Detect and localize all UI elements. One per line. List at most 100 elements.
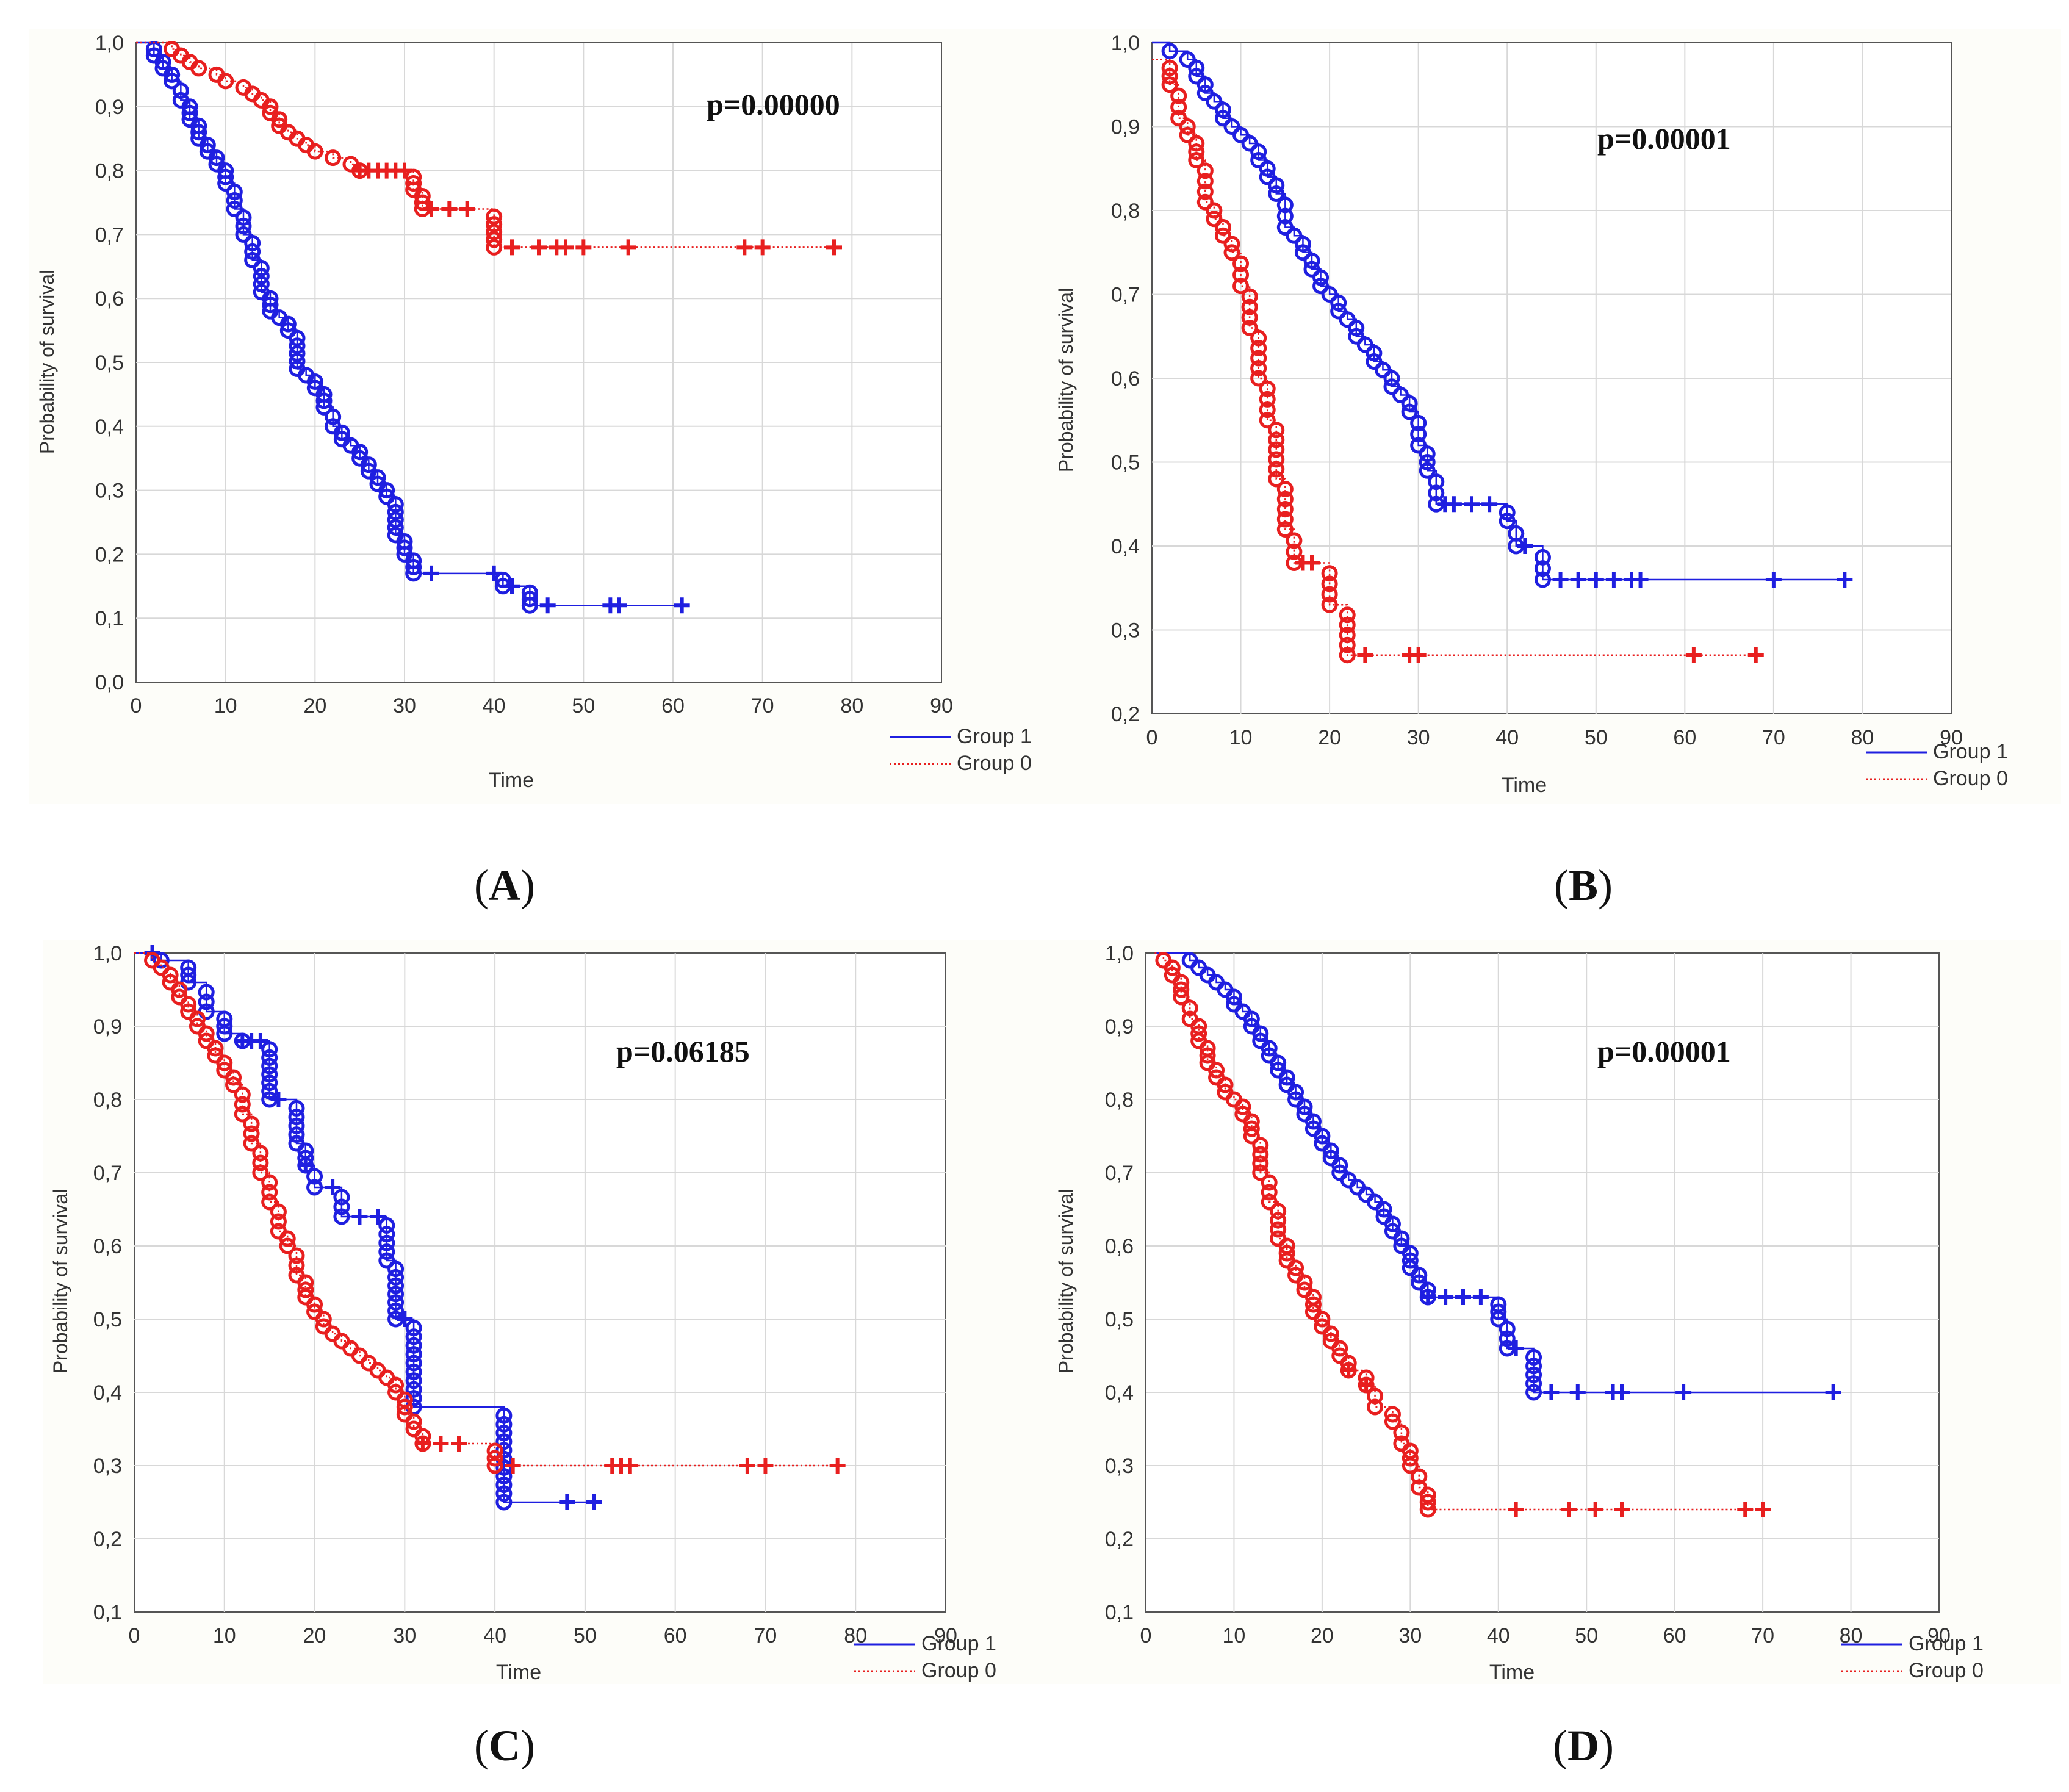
group-0-event-marker	[1250, 370, 1267, 387]
group-0-censor-mark	[1357, 647, 1373, 663]
group-1-event-marker	[333, 424, 350, 441]
group-0-censor-mark	[397, 162, 412, 179]
group-1-event-marker	[1268, 177, 1285, 194]
group-1-event-marker	[1261, 1040, 1278, 1057]
y-tick-label: 0,2	[93, 1528, 122, 1551]
legend-label: Group 1	[921, 1632, 996, 1655]
group-1-event-marker	[387, 1294, 405, 1311]
group-1-event-marker	[378, 1226, 395, 1243]
group-1-event-marker	[216, 1025, 233, 1042]
group-1-event-marker	[495, 1416, 513, 1433]
group-1-event-marker	[333, 1208, 350, 1225]
y-tick-label: 0,7	[95, 223, 124, 246]
x-tick-label: 60	[1673, 726, 1696, 749]
group-0-event-marker	[325, 149, 342, 167]
group-1-event-marker	[315, 398, 333, 416]
group-0-event-marker	[1250, 360, 1267, 376]
group-0-censor-mark	[1587, 1502, 1603, 1517]
group-1-event-marker	[1196, 76, 1214, 93]
group-0-event-marker	[1181, 999, 1198, 1017]
group-1-event-marker	[1312, 269, 1330, 286]
group-1-event-marker	[405, 1381, 422, 1398]
group-0-event-marker	[279, 1237, 296, 1254]
group-1-event-marker	[1321, 286, 1338, 303]
group-1-event-marker	[387, 1261, 405, 1278]
y-tick-label: 1,0	[1111, 32, 1140, 55]
group-0-event-marker	[1270, 1212, 1287, 1229]
group-1-event-marker	[1250, 152, 1267, 168]
x-tick-label: 80	[1851, 726, 1874, 749]
x-tick-label: 60	[664, 1624, 687, 1647]
x-tick-label: 0	[1140, 1624, 1152, 1647]
group-0-event-marker	[1173, 981, 1190, 998]
group-0-event-marker	[414, 194, 431, 211]
group-1-event-marker	[387, 519, 404, 536]
group-1-censor-mark	[1569, 1384, 1586, 1400]
group-0-event-marker	[262, 98, 279, 115]
group-1-event-marker	[164, 73, 181, 90]
group-1-event-marker	[1525, 1358, 1542, 1375]
chart-c-svg: 0 10 20 30 40 50 60 70 80 900,10,20,30,40,50,60,7…	[49, 942, 996, 1684]
group-0-event-marker	[1261, 1174, 1278, 1191]
group-1-event-marker	[1303, 253, 1320, 269]
group-0-event-marker	[1419, 1494, 1436, 1511]
group-1-event-marker	[494, 571, 511, 588]
chart-panel-d: 0 10 20 30 40 50 60 70 80 90 0,1 0,2 0,3 0,4 0,5 0,6 0,7…	[1048, 940, 2061, 1684]
group-0-event-marker	[1223, 236, 1240, 253]
group-1-event-marker	[253, 276, 270, 293]
group-1-survival-line	[1152, 41, 1845, 581]
group-1-censor-mark	[1455, 1289, 1471, 1305]
legend-label: Group 0	[1933, 767, 2008, 790]
group-1-event-marker	[288, 1117, 305, 1134]
group-1-event-marker	[199, 137, 216, 154]
group-0-censor-mark	[739, 1458, 755, 1474]
group-0-event-marker	[1206, 202, 1223, 219]
group-1-event-marker	[1534, 549, 1551, 566]
group-0-event-marker	[1170, 87, 1187, 104]
group-0-censor-mark	[459, 201, 475, 217]
group-0-event-marker	[1241, 309, 1258, 326]
group-1-event-marker	[289, 345, 306, 362]
group-1-event-marker	[351, 444, 369, 461]
group-0-event-marker	[1321, 586, 1338, 603]
group-0-event-marker	[1164, 959, 1181, 976]
p-value-annotation: p=0.06185	[616, 1034, 750, 1068]
group-1-event-marker	[378, 1252, 395, 1269]
group-0-event-marker	[1214, 219, 1231, 236]
group-0-event-marker	[243, 1125, 260, 1142]
group-0-event-marker	[1196, 193, 1214, 211]
group-0-event-marker	[234, 1086, 251, 1103]
group-0-censor-mark	[1340, 1362, 1357, 1378]
group-1-event-marker	[1223, 118, 1240, 135]
group-1-event-marker	[1243, 1010, 1260, 1027]
group-0-event-marker	[261, 1184, 278, 1201]
group-1-event-marker	[244, 243, 261, 260]
group-1-event-marker	[1356, 336, 1373, 353]
group-1-censor-mark	[252, 1033, 268, 1049]
group-1-event-marker	[405, 1372, 422, 1389]
group-1-event-marker	[387, 1268, 405, 1286]
group-1-censor-mark	[1570, 572, 1586, 588]
group-1-event-marker	[387, 503, 404, 520]
group-1-censor-mark	[1837, 572, 1853, 588]
x-axis-label: Time	[496, 1661, 541, 1684]
group-1-event-marker	[1525, 1384, 1542, 1401]
group-1-event-marker	[180, 966, 197, 984]
group-1-event-marker	[1276, 207, 1294, 225]
group-0-censor-mark	[423, 201, 439, 217]
x-tick-label: 90	[934, 1624, 957, 1647]
y-tick-label: 0,8	[1105, 1089, 1134, 1112]
y-tick-label: 1,0	[95, 32, 124, 55]
group-1-markers	[145, 40, 690, 614]
group-1-event-marker	[1366, 345, 1383, 362]
panel-label-b: (B)	[1554, 861, 1613, 910]
group-0-event-marker	[234, 1106, 251, 1123]
group-1-censor-mark	[351, 1209, 368, 1225]
x-tick-label: 70	[751, 694, 774, 718]
group-0-censor-mark	[1358, 1377, 1375, 1393]
group-0-event-marker	[1170, 98, 1187, 115]
panel-label-d: (D)	[1553, 1721, 1614, 1770]
group-0-event-marker	[1250, 340, 1267, 356]
group-1-event-marker	[306, 373, 323, 390]
legend-label: Group 1	[1909, 1632, 1984, 1655]
